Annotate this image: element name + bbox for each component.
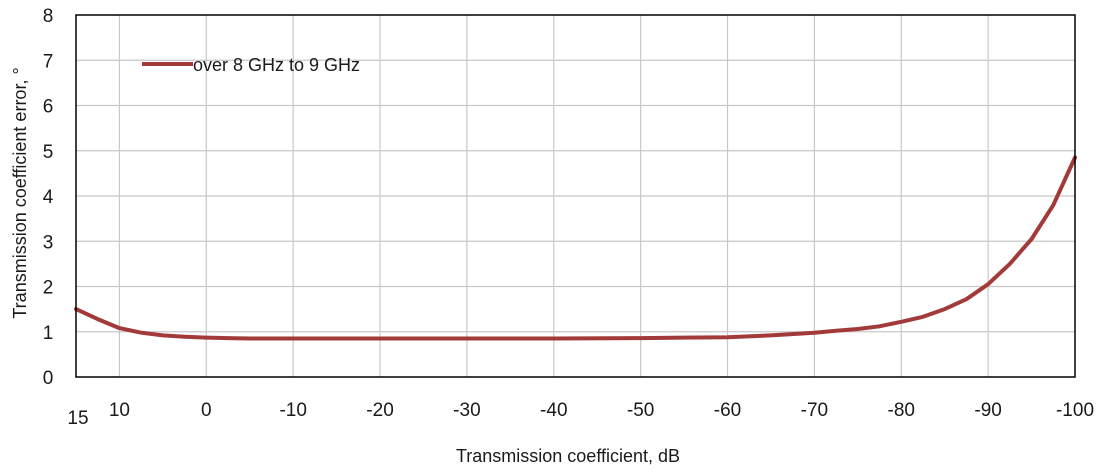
x-tick-label: 0 bbox=[201, 400, 212, 421]
y-tick-label: 1 bbox=[43, 323, 54, 344]
x-tick-labels: 15 10 0 -10 -20 -30 -40 -50 -60 -70 -80 -90 -100 bbox=[67, 400, 1094, 429]
y-tick-labels: 0 1 2 3 4 5 6 7 8 bbox=[43, 6, 54, 389]
x-tick-label: 10 bbox=[109, 400, 130, 421]
y-tick-label: 3 bbox=[43, 232, 54, 253]
x-tick-label: -50 bbox=[627, 400, 654, 421]
series-line bbox=[74, 155, 1077, 341]
x-tick-label: -100 bbox=[1056, 400, 1094, 421]
x-tick-label: -10 bbox=[279, 400, 306, 421]
x-tick-label: -40 bbox=[540, 400, 567, 421]
y-tick-label: 2 bbox=[43, 278, 54, 299]
grid bbox=[76, 15, 1075, 377]
y-tick-label: 6 bbox=[43, 97, 54, 118]
x-tick-label: -70 bbox=[801, 400, 828, 421]
x-axis-title: Transmission coefficient, dB bbox=[456, 446, 680, 466]
y-tick-label: 7 bbox=[43, 51, 54, 72]
x-tick-label: -90 bbox=[974, 400, 1001, 421]
legend: over 8 GHz to 9 GHz bbox=[142, 55, 360, 75]
y-tick-label: 5 bbox=[43, 142, 54, 163]
y-tick-label: 8 bbox=[43, 6, 54, 27]
y-axis-title: Transmission coefficient error, ° bbox=[10, 67, 30, 318]
x-tick-label: -80 bbox=[888, 400, 915, 421]
legend-label: over 8 GHz to 9 GHz bbox=[193, 55, 360, 75]
series-layer bbox=[74, 155, 1077, 341]
plot-frame bbox=[75, 14, 1076, 378]
x-tick-label: -60 bbox=[714, 400, 741, 421]
y-tick-label: 0 bbox=[43, 368, 54, 389]
x-tick-label: -20 bbox=[366, 400, 393, 421]
x-tick-label: 15 bbox=[67, 408, 88, 429]
x-tick-label: -30 bbox=[453, 400, 480, 421]
y-tick-label: 4 bbox=[43, 187, 54, 208]
